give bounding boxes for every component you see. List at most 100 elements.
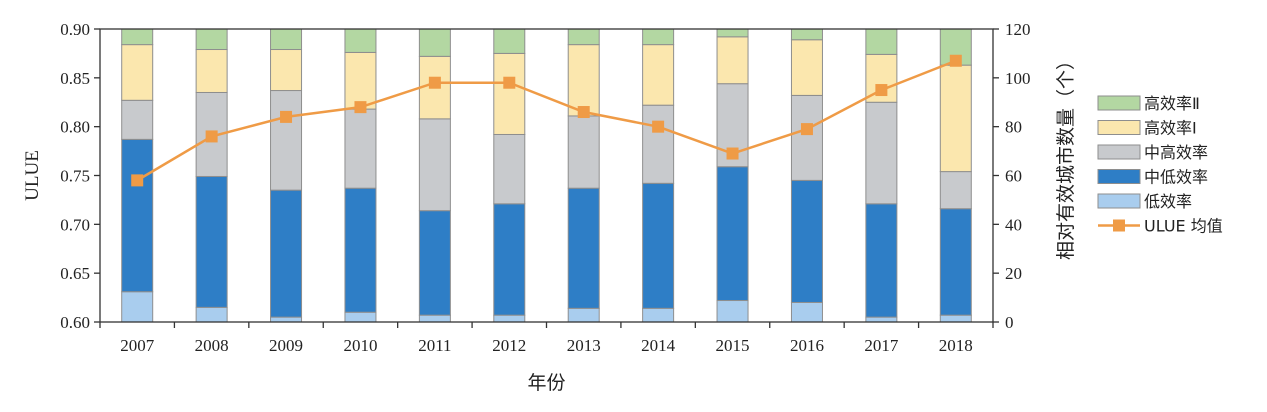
x-tick-label: 2017 (864, 336, 899, 355)
bar-segment (270, 189, 303, 318)
bar-segment (418, 118, 451, 212)
bar-segment (642, 307, 675, 323)
bar-segment (716, 300, 749, 323)
line-series (136, 59, 957, 182)
x-tick-label: 2008 (195, 336, 229, 355)
line-layer (131, 54, 962, 187)
legend-swatch (1097, 120, 1141, 135)
y-right-tick-label: 100 (1005, 69, 1031, 88)
bar-segment (939, 64, 972, 173)
y-right-tick-label: 40 (1005, 215, 1022, 234)
bar-segment (493, 133, 526, 205)
line-marker (726, 147, 739, 160)
bars-layer (121, 28, 972, 323)
bar-segment (939, 314, 972, 323)
x-tick-label: 2015 (716, 336, 750, 355)
line-marker (428, 76, 441, 89)
plot-frame (99, 28, 994, 323)
bar-segment (567, 187, 600, 309)
y-left-tick-label: 0.80 (60, 118, 90, 137)
bar-segment (195, 28, 228, 51)
bar-segment (344, 108, 377, 189)
bar-segment (121, 44, 154, 101)
legend-swatch (1097, 169, 1141, 184)
y-right-tick-label: 60 (1005, 167, 1022, 186)
y-axis-right-label: 相对有效城市数量（个） (1055, 51, 1077, 260)
legend-label: 高效率Ⅰ (1144, 119, 1197, 138)
bar-segment (939, 208, 972, 316)
bar-segment (121, 28, 154, 46)
bar-segment (270, 28, 303, 51)
y-left-tick-label: 0.65 (60, 264, 90, 283)
line-marker (280, 110, 293, 123)
bar-segment (121, 138, 154, 293)
bar-segment (790, 94, 823, 181)
line-marker (949, 54, 962, 67)
bar-segment (344, 28, 377, 53)
bar-segment (865, 28, 898, 55)
y-right-tick-label: 0 (1005, 313, 1014, 332)
line-marker (131, 174, 144, 187)
bar-segment (865, 101, 898, 205)
bar-segment (418, 210, 451, 316)
bar-segment (121, 291, 154, 323)
bar-segment (270, 90, 303, 191)
bar-segment (418, 28, 451, 57)
line-marker (354, 101, 367, 114)
bar-segment (493, 203, 526, 316)
y-left-tick-label: 0.90 (60, 20, 90, 39)
legend-swatch (1097, 193, 1141, 209)
x-axis-label: 年份 (527, 372, 565, 394)
y-left-tick-label: 0.70 (60, 215, 90, 234)
bar-segment (567, 115, 600, 189)
x-tick-label: 2013 (567, 336, 601, 355)
x-tick-label: 2007 (120, 336, 155, 355)
legend-label: 中低效率 (1144, 168, 1208, 187)
bar-segment (270, 316, 303, 323)
bar-segment (716, 28, 749, 38)
bar-segment (195, 175, 228, 308)
bar-segment (790, 39, 823, 96)
legend-swatch (1097, 95, 1141, 111)
bar-segment (567, 307, 600, 323)
x-tick-label: 2011 (418, 336, 451, 355)
y-right-tick-label: 120 (1005, 20, 1031, 39)
y-right-tick-label: 20 (1005, 264, 1022, 283)
bar-segment (865, 316, 898, 323)
bar-segment (716, 166, 749, 302)
bar-segment (716, 36, 749, 85)
y-left-tick-label: 0.75 (60, 167, 90, 186)
bar-segment (939, 171, 972, 210)
line-marker (652, 120, 665, 133)
legend-label: ULUE 均值 (1144, 217, 1223, 236)
x-tick-label: 2016 (790, 336, 824, 355)
x-tick-label: 2012 (492, 336, 526, 355)
bar-segment (493, 314, 526, 323)
bar-segment (642, 104, 675, 184)
x-tick-label: 2014 (641, 336, 676, 355)
bar-segment (642, 28, 675, 46)
bar-segment (790, 179, 823, 303)
x-tick-label: 2018 (939, 336, 973, 355)
x-tick-label: 2010 (343, 336, 377, 355)
bar-segment (195, 306, 228, 323)
bar-segment (567, 28, 600, 46)
x-tick-label: 2009 (269, 336, 303, 355)
bar-segment (642, 182, 675, 309)
legend-label: 低效率 (1144, 192, 1192, 211)
bar-segment (418, 314, 451, 323)
legend-marker-swatch (1113, 219, 1125, 232)
y-left-tick-label: 0.60 (60, 313, 90, 332)
y-left-tick-label: 0.85 (60, 69, 90, 88)
bar-segment (790, 28, 823, 41)
line-marker (503, 76, 516, 89)
line-marker (800, 123, 813, 136)
bar-segment (567, 44, 600, 117)
legend-swatch (1097, 144, 1141, 160)
line-marker (875, 84, 888, 97)
legend-label: 高效率Ⅱ (1144, 94, 1200, 113)
bar-segment (195, 49, 228, 93)
bar-segment (790, 301, 823, 323)
